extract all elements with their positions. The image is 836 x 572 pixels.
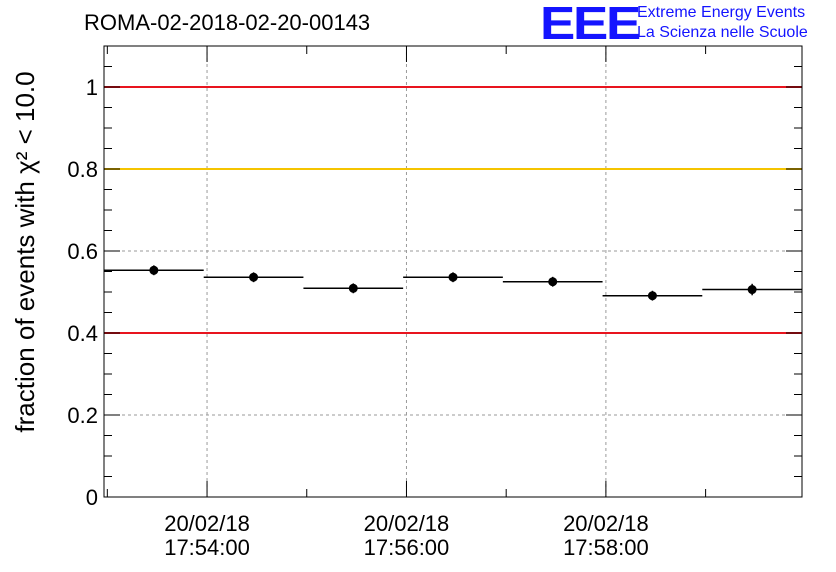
- x-tick-label-date: 20/02/18: [364, 511, 450, 536]
- x-tick-label-time: 17:58:00: [563, 535, 649, 560]
- y-tick-label: 0.6: [67, 239, 98, 264]
- chart-title: ROMA-02-2018-02-20-00143: [84, 10, 371, 35]
- x-tick-label-date: 20/02/18: [563, 511, 649, 536]
- axes: 00.20.40.60.8120/02/1817:54:0020/02/1817…: [67, 45, 803, 560]
- x-tick-label-time: 17:56:00: [364, 535, 450, 560]
- eee-logo-letters: EEE: [540, 0, 641, 49]
- x-tick-label-date: 20/02/18: [164, 511, 250, 536]
- data-point: [747, 285, 757, 295]
- y-tick-label: 0.4: [67, 321, 98, 346]
- data-point: [249, 272, 259, 282]
- data-series: [104, 265, 802, 301]
- y-tick-label: 0.2: [67, 403, 98, 428]
- grid-layer: [104, 46, 802, 497]
- logo-subtitle-line1: Extreme Energy Events: [637, 4, 806, 21]
- data-point: [448, 272, 458, 282]
- eee-logo: EEE Extreme Energy Events La Scienza nel…: [540, 0, 830, 49]
- data-point: [149, 265, 159, 275]
- data-point: [647, 291, 657, 301]
- plot-frame: [103, 45, 803, 498]
- data-point: [548, 277, 558, 287]
- logo-subtitle-line2: La Scienza nelle Scuole: [637, 24, 808, 41]
- y-axis-label: fraction of events with χ² < 10.0: [10, 71, 40, 432]
- y-tick-label: 0.8: [67, 157, 98, 182]
- x-tick-label-time: 17:54:00: [164, 535, 250, 560]
- y-tick-label: 1: [86, 75, 98, 100]
- reference-lines: [104, 86, 802, 334]
- data-point: [348, 283, 358, 293]
- y-tick-label: 0: [86, 485, 98, 510]
